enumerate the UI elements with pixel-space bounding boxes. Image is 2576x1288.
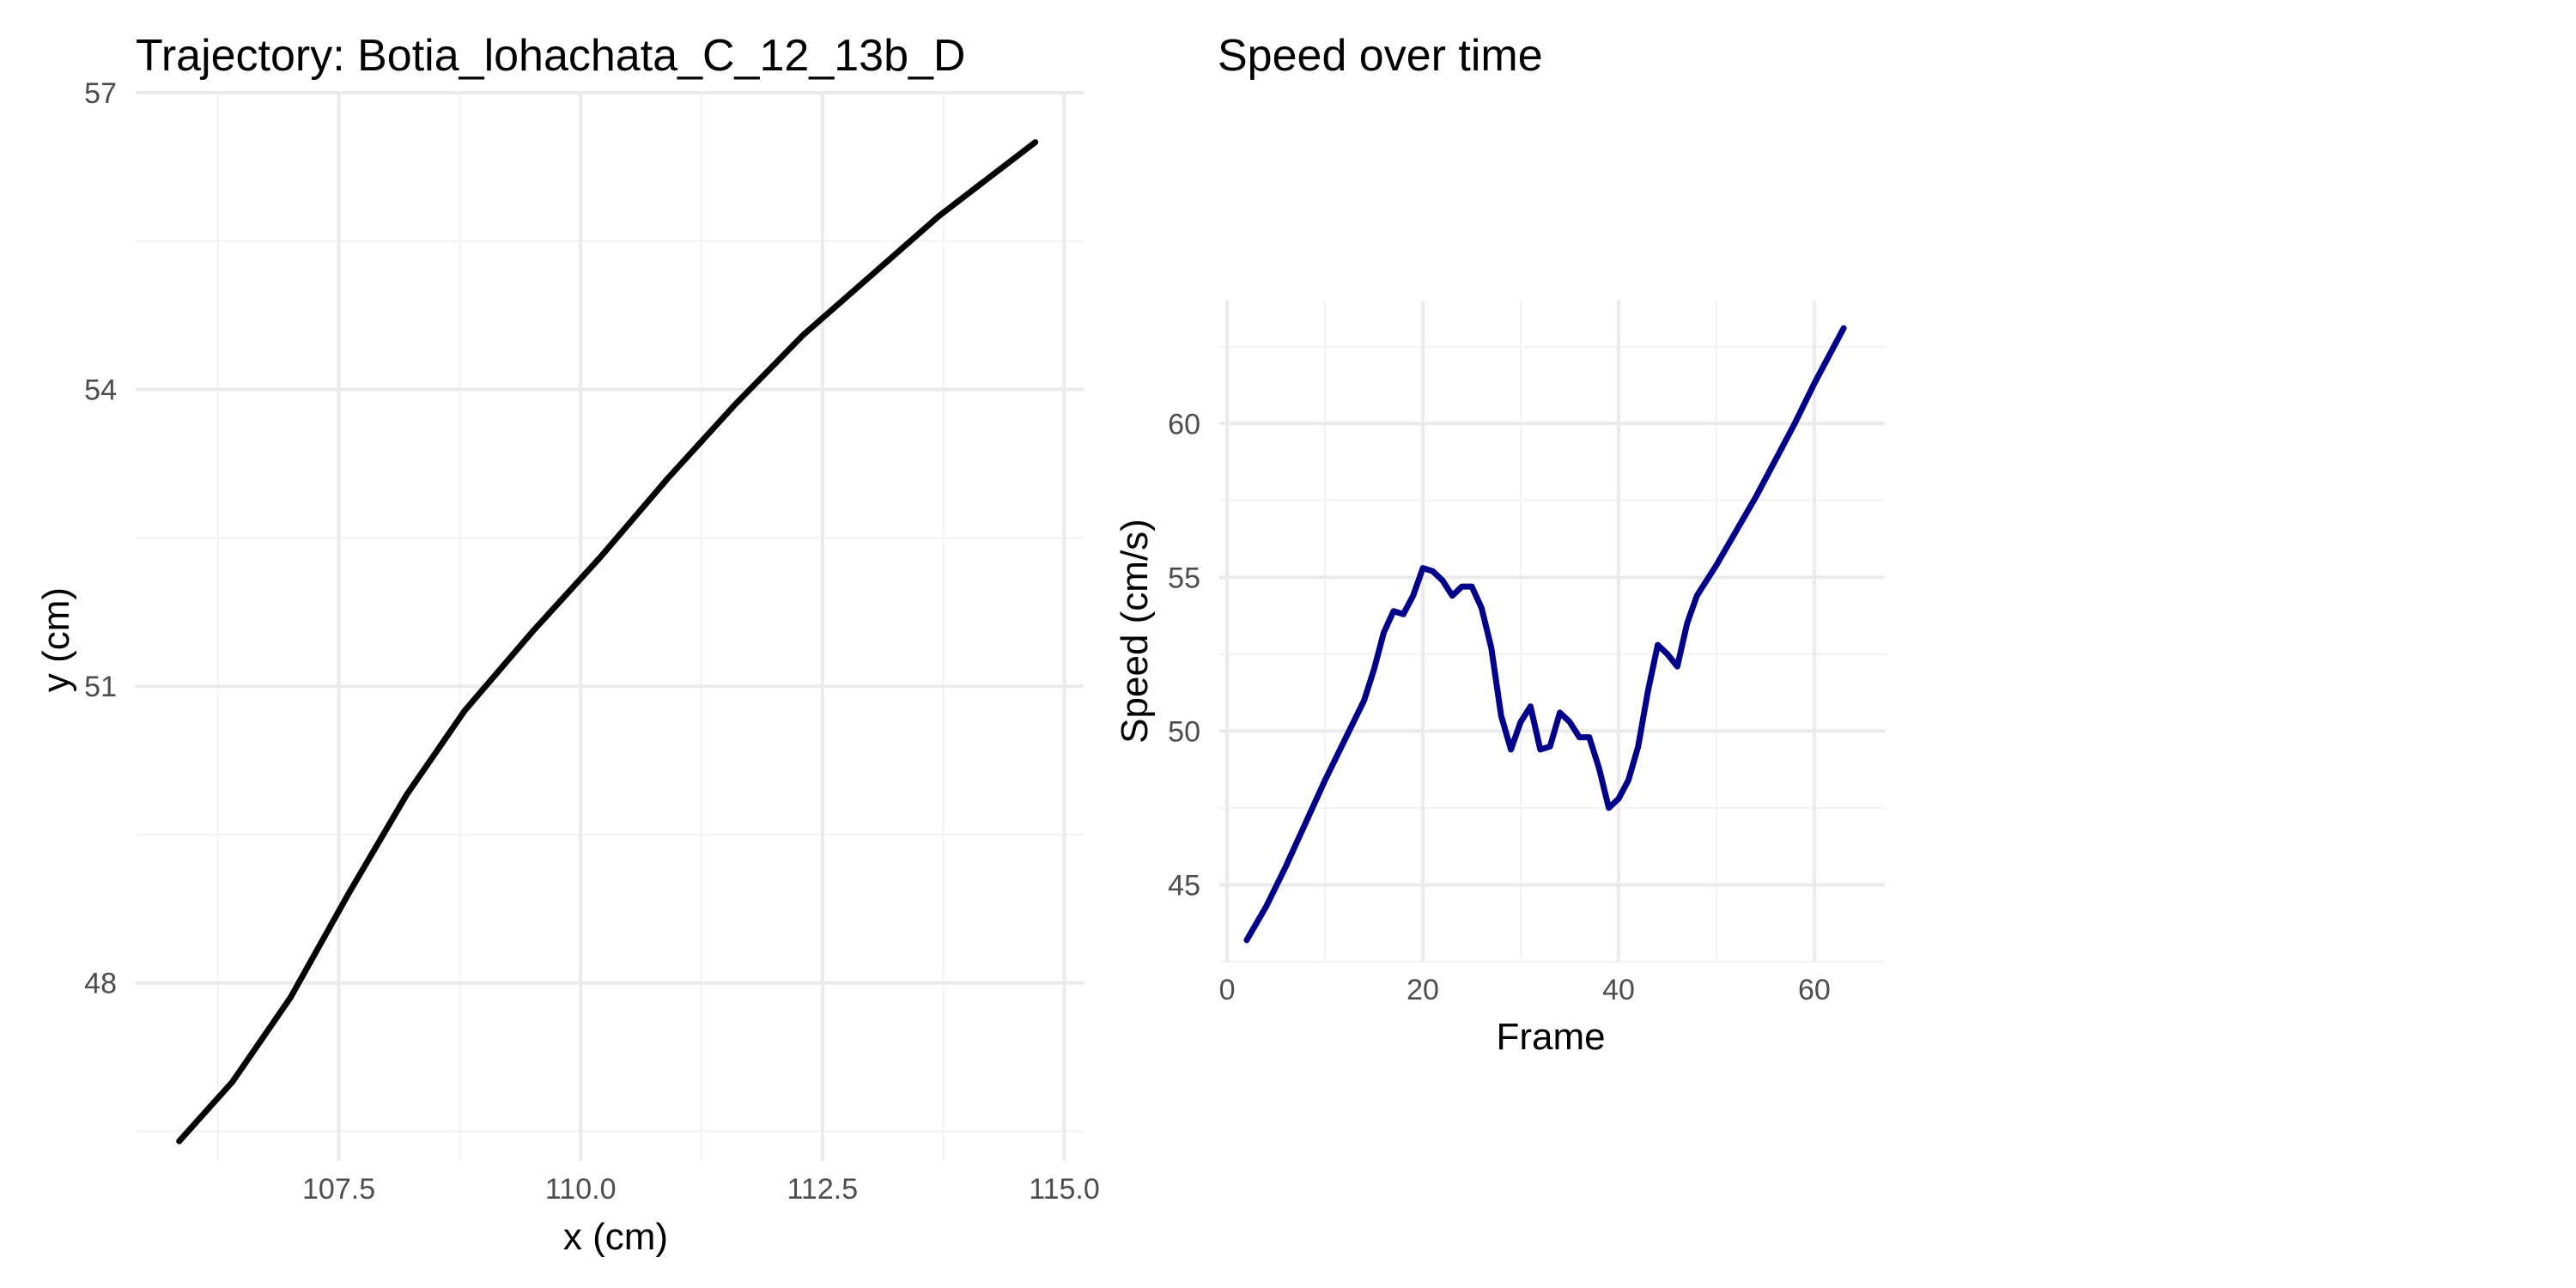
speed-gridlines: [1219, 301, 1885, 963]
speed-y-tick-label: 50: [1168, 715, 1200, 748]
speed-title: Speed over time: [1218, 31, 1543, 81]
speed-x-tick-label: 0: [1219, 974, 1236, 1006]
trajectory-x-tick-label: 107.5: [302, 1173, 375, 1206]
speed-x-tick-label: 20: [1406, 974, 1439, 1006]
trajectory-y-tick-label: 51: [84, 671, 117, 703]
trajectory-gridlines: [136, 91, 1084, 1161]
speed-x-tick-labels: 0 20 40 60: [1219, 974, 1831, 1006]
speed-x-tick-label: 60: [1798, 974, 1831, 1006]
trajectory-y-axis-title: y (cm): [35, 587, 77, 692]
speed-panel: 0 20 40 60 45 50 55 60 Speed over time Frame S…: [1114, 31, 1885, 1058]
speed-x-axis-title: Frame: [1496, 1016, 1605, 1058]
trajectory-line: [176, 139, 1039, 1145]
trajectory-x-tick-labels: 107.5 110.0 112.5 115.0: [302, 1173, 1100, 1206]
trajectory-x-tick-label: 110.0: [545, 1173, 617, 1206]
trajectory-title: Trajectory: Botia_lohachata_C_12_13b_D: [136, 31, 965, 81]
speed-y-tick-label: 45: [1168, 869, 1200, 902]
speed-y-tick-labels: 45 50 55 60: [1168, 408, 1200, 902]
trajectory-y-tick-label: 57: [84, 77, 117, 110]
trajectory-y-tick-labels: 48 51 54 57: [84, 77, 117, 1000]
trajectory-x-tick-label: 112.5: [787, 1173, 859, 1206]
trajectory-y-tick-label: 48: [84, 968, 117, 1000]
speed-y-axis-title: Speed (cm/s): [1114, 519, 1156, 744]
trajectory-y-tick-label: 54: [84, 374, 117, 407]
speed-y-tick-label: 55: [1168, 562, 1200, 594]
speed-y-tick-label: 60: [1168, 408, 1200, 440]
speed-x-tick-label: 40: [1602, 974, 1635, 1006]
speed-line: [1243, 325, 1847, 944]
trajectory-x-axis-title: x (cm): [563, 1216, 668, 1258]
trajectory-x-tick-label: 115.0: [1029, 1173, 1100, 1206]
trajectory-panel: 107.5 110.0 112.5 115.0 48 51 54 57 Trajectory…: [35, 31, 1100, 1258]
